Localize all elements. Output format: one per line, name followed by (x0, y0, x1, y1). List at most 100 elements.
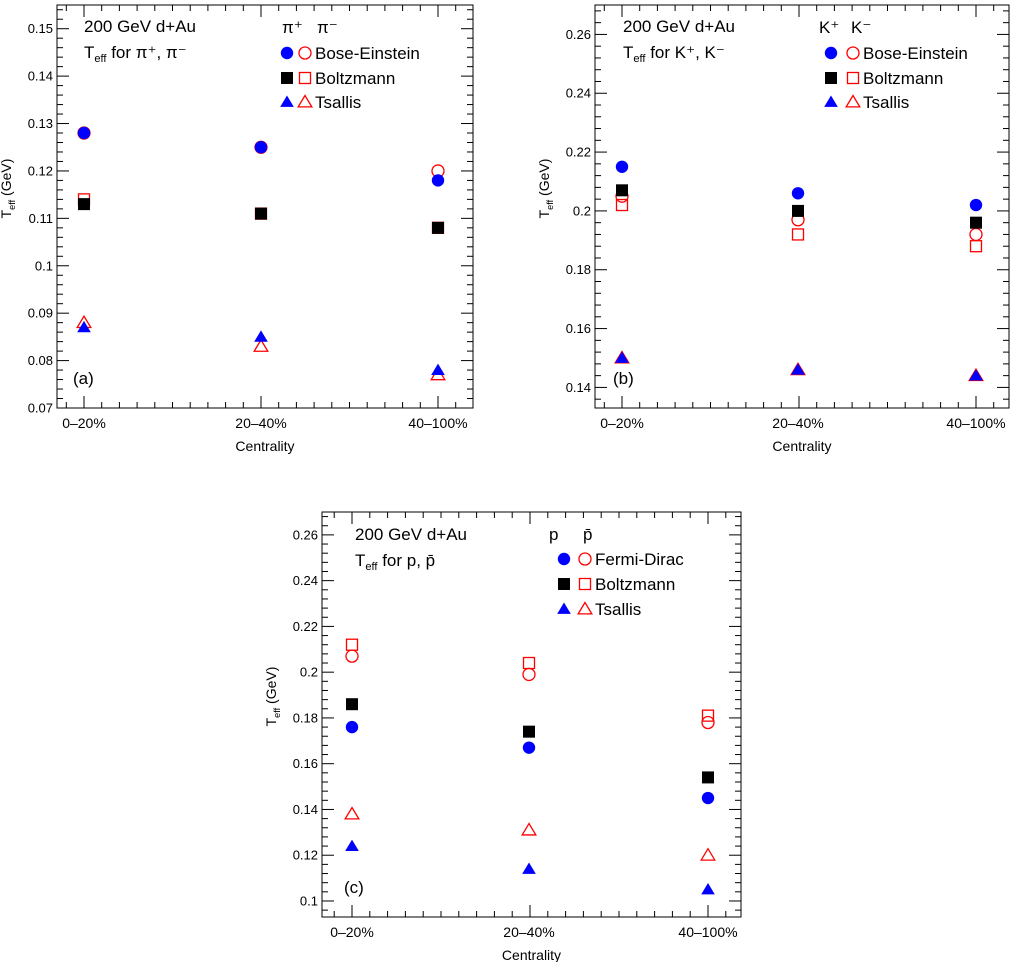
panel-a-ytick-label: 0.09 (28, 306, 53, 321)
panel-c-legend-label: Fermi-Dirac (595, 550, 684, 569)
panel-c-ytick-label: 0.12 (293, 848, 318, 863)
panel-c-point-particle (345, 839, 359, 851)
panel-a-point-particle (432, 221, 444, 234)
panel-c-x-axis-title: Centrality (502, 947, 561, 962)
panel-c-category-label: 20–40% (503, 924, 554, 940)
panel-b-legend-marker-antiparticle (846, 71, 860, 85)
panel-b-point-particle (791, 363, 805, 375)
panel-b-annotation-system: 200 GeV d+Au (623, 17, 735, 36)
panel-c-frame (321, 511, 742, 918)
panel-b-point-particle (616, 184, 628, 197)
panel-a-point-particle (78, 198, 90, 211)
panel-a-frame (56, 4, 474, 409)
panel-c-point-antiparticle (345, 638, 359, 651)
panel-a-legend-label: Boltzmann (315, 69, 395, 88)
panel-c-legend-marker-particle (557, 552, 571, 566)
panel-b-point-particle (969, 198, 983, 212)
panel-b-legend-label: Boltzmann (863, 69, 943, 88)
panel-a-point-particle (254, 330, 268, 342)
panel-b-ytick-label: 0.14 (566, 380, 591, 395)
panel-c-point-particle (522, 741, 536, 754)
panel-b-legend-header-particle: K⁺ (819, 18, 839, 37)
panel-a-legend-header-particle: π⁺ (282, 18, 303, 37)
panel-b-category-label: 20–40% (772, 415, 823, 431)
panel-c-category-label: 0–20% (330, 924, 374, 940)
panel-b-point-antiparticle (791, 228, 805, 241)
panel-a-panel-label: (a) (73, 369, 94, 388)
panel-b-point-particle (615, 351, 629, 363)
panel-a-point-particle (431, 363, 445, 375)
panel-a-legend-marker-antiparticle (297, 94, 313, 108)
panel-a-legend-marker-particle (280, 95, 294, 107)
panel-a-ytick-label: 0.15 (28, 21, 53, 36)
panel-a-point-particle (254, 141, 268, 154)
panel-b-point-antiparticle (969, 240, 983, 253)
panel-a-category-label: 20–40% (235, 415, 286, 431)
panel-b-legend-header-antiparticle: K⁻ (851, 18, 871, 37)
panel-c-point-particle (346, 698, 358, 711)
panel-c-legend-marker-antiparticle (578, 577, 592, 591)
panel-c-annotation-title: Teff for p, p̄ (355, 551, 435, 573)
panel-c-point-antiparticle (701, 715, 715, 730)
panel-c-point-particle (345, 720, 359, 734)
panel-a-ytick-label: 0.14 (28, 69, 53, 84)
panel-b-ytick-label: 0.18 (566, 262, 591, 277)
panel-a-ytick-label: 0.12 (28, 163, 53, 178)
panel-b-legend-marker-particle (824, 46, 838, 60)
panel-a-point-particle (77, 126, 91, 140)
panel-c-point-particle (522, 862, 536, 874)
panel-a-ytick-label: 0.07 (28, 401, 53, 416)
panel-b-panel-label: (b) (613, 369, 634, 388)
panel-a-point-particle (255, 207, 267, 220)
panel-b-point-particle (969, 369, 983, 381)
panel-a-legend-marker-particle (281, 72, 293, 84)
panel-c-y-axis-title: Teff (GeV) (263, 667, 282, 727)
panel-c-legend-marker-particle (558, 578, 570, 590)
panel-c-ytick-label: 0.1 (300, 893, 318, 908)
panel-c-annotation-system: 200 GeV d+Au (355, 525, 467, 544)
panel-c-point-antiparticle (701, 709, 715, 722)
panel-c-point-particle (702, 771, 714, 784)
panel-c-legend-label: Tsallis (595, 600, 641, 619)
panel-c-point-antiparticle (344, 806, 360, 820)
panel-b-point-particle (791, 187, 805, 200)
panel-a-point-antiparticle (253, 338, 269, 352)
panel-c-ytick-label: 0.16 (293, 756, 318, 771)
panel-c-legend-marker-antiparticle (578, 552, 592, 566)
panel-c-point-antiparticle (345, 649, 359, 663)
panel-a-annotation-system: 200 GeV d+Au (84, 17, 196, 36)
panel-a-ytick-label: 0.1 (35, 258, 53, 273)
panel-b-annotation-title: Teff for K⁺, K⁻ (623, 43, 725, 65)
panel-b-point-particle (615, 160, 629, 173)
panel-a-category-label: 0–20% (62, 415, 106, 431)
panel-c-point-particle (701, 883, 715, 895)
panel-c-point-antiparticle (522, 667, 536, 682)
panel-b-x-axis-title: Centrality (772, 438, 831, 454)
panel-b-point-particle (792, 204, 804, 217)
panel-b-category-label: 40–100% (946, 415, 1005, 431)
panel-a-ytick-label: 0.13 (28, 116, 53, 131)
panel-c-panel-label: (c) (344, 878, 364, 897)
panel-b-legend-marker-particle (824, 95, 838, 107)
panel-a-legend-header-antiparticle: π⁻ (317, 18, 338, 37)
panel-a-x-axis-title: Centrality (235, 438, 294, 454)
panel-a-ytick-label: 0.08 (28, 353, 53, 368)
panel-b-legend-marker-antiparticle (846, 46, 860, 60)
panel-b-ytick-label: 0.16 (566, 321, 591, 336)
panel-c-ytick-label: 0.22 (293, 619, 318, 634)
panel-c-ytick-label: 0.26 (293, 527, 318, 542)
panel-a-y-axis-title: Teff (GeV) (0, 159, 17, 219)
panel-c-legend-header-particle: p (549, 525, 558, 544)
panel-c-legend-label: Boltzmann (595, 575, 675, 594)
panel-c-point-particle (523, 725, 535, 738)
panel-c-ytick-label: 0.2 (300, 665, 318, 680)
panel-c-legend-marker-antiparticle (577, 601, 593, 615)
panel-b-legend-label: Bose-Einstein (863, 44, 968, 63)
panel-a-legend-marker-antiparticle (298, 71, 312, 85)
panel-a-legend-marker-antiparticle (298, 46, 312, 60)
panel-a-annotation-title: Teff for π⁺, π⁻ (84, 43, 187, 65)
panel-b-legend-marker-antiparticle (845, 94, 861, 108)
panel-b-category-label: 0–20% (600, 415, 644, 431)
panel-a-category-label: 40–100% (408, 415, 467, 431)
